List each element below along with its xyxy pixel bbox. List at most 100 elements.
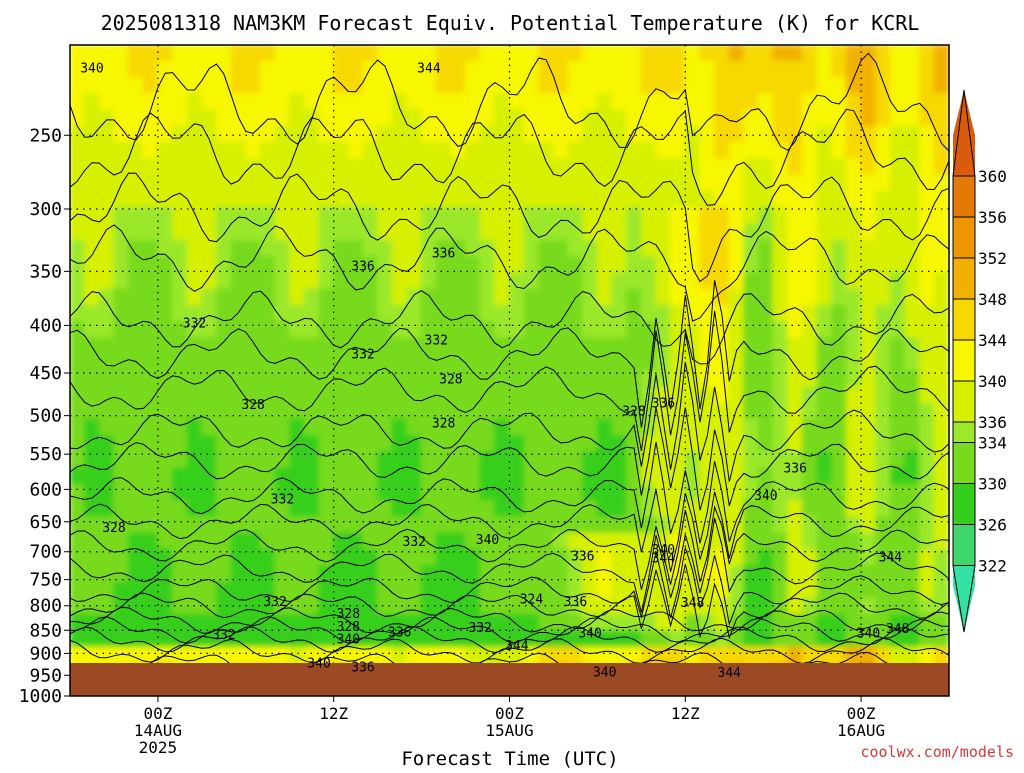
field-cell (582, 597, 598, 616)
field-cell (523, 353, 540, 371)
field-cell (84, 630, 100, 648)
field-cell (479, 207, 496, 225)
field-cell (84, 565, 100, 583)
field-cell (347, 549, 364, 567)
field-cell (670, 93, 686, 111)
field-cell (699, 45, 716, 62)
field-cell (538, 288, 554, 306)
field-cell (186, 272, 203, 290)
field-cell (831, 418, 847, 437)
field-cell (860, 581, 877, 599)
field-cell (186, 190, 203, 209)
credit-text[interactable]: coolwx.com/models (860, 743, 1014, 761)
field-cell (421, 500, 437, 518)
field-cell (787, 158, 803, 176)
field-cell (860, 467, 877, 485)
field-cell (831, 435, 847, 453)
field-cell (758, 93, 774, 111)
field-cell (538, 630, 554, 648)
field-cell (128, 435, 144, 453)
field-cell (186, 337, 203, 355)
field-cell (465, 158, 481, 176)
field-cell (523, 451, 540, 469)
field-cell (450, 418, 467, 437)
field-cell (904, 532, 921, 551)
field-cell (904, 60, 921, 79)
field-cell (494, 272, 510, 290)
field-cell (626, 353, 642, 371)
field-cell (406, 451, 423, 469)
field-cell (758, 565, 774, 583)
field-cell (113, 516, 130, 534)
colorbar-swatch (953, 565, 975, 586)
field-cell (611, 158, 628, 176)
field-cell (933, 207, 949, 225)
field-cell (889, 516, 906, 534)
field-cell (538, 223, 554, 241)
field-cell (787, 597, 803, 616)
field-cell (626, 500, 642, 518)
field-cell (845, 483, 862, 502)
field-cell (714, 125, 730, 144)
contour-label: 332 (351, 348, 374, 363)
field-cell (933, 435, 949, 453)
field-cell (772, 646, 789, 664)
field-cell (172, 581, 188, 599)
field-cell (450, 223, 467, 241)
field-cell (626, 45, 642, 62)
field-cell (538, 256, 554, 274)
field-cell (655, 272, 672, 290)
field-cell (494, 142, 510, 160)
field-cell (245, 581, 261, 599)
field-cell (728, 370, 745, 388)
field-cell (772, 435, 789, 453)
field-cell (333, 256, 349, 274)
field-cell (743, 565, 760, 583)
field-cell (567, 435, 584, 453)
contour-label: 340 (476, 533, 499, 548)
field-cell (259, 646, 276, 664)
field-cell (172, 337, 188, 355)
field-cell (70, 646, 86, 664)
field-cell (611, 125, 628, 144)
field-cell (230, 483, 247, 502)
field-cell (743, 109, 760, 127)
field-cell (538, 272, 554, 290)
field-cell (172, 142, 188, 160)
field-cell (274, 630, 291, 648)
field-cell (289, 190, 305, 209)
field-cell (435, 435, 452, 453)
field-cell (465, 223, 481, 241)
field-cell (391, 207, 408, 225)
field-cell (552, 93, 569, 111)
field-cell (494, 93, 510, 111)
field-cell (435, 239, 452, 258)
field-cell (259, 532, 276, 551)
field-cell (831, 467, 847, 485)
field-cell (611, 614, 628, 632)
field-cell (904, 174, 921, 192)
field-cell (933, 272, 949, 290)
field-cell (347, 239, 364, 258)
field-cell (889, 418, 906, 437)
field-cell (933, 483, 949, 502)
field-cell (802, 337, 818, 355)
y-tick-label: 1000 (19, 686, 62, 707)
field-cell (758, 77, 774, 95)
field-cell (201, 77, 217, 95)
field-cell (728, 174, 745, 192)
field-cell (919, 45, 935, 62)
field-cell (611, 483, 628, 502)
field-cell (391, 370, 408, 388)
field-cell (113, 304, 130, 323)
field-cell (538, 402, 554, 420)
field-cell (552, 549, 569, 567)
field-cell (201, 272, 217, 290)
field-cell (670, 223, 686, 241)
field-cell (157, 288, 174, 306)
field-cell (157, 158, 174, 176)
field-cell (889, 386, 906, 404)
field-cell (274, 402, 291, 420)
field-cell (157, 125, 174, 144)
